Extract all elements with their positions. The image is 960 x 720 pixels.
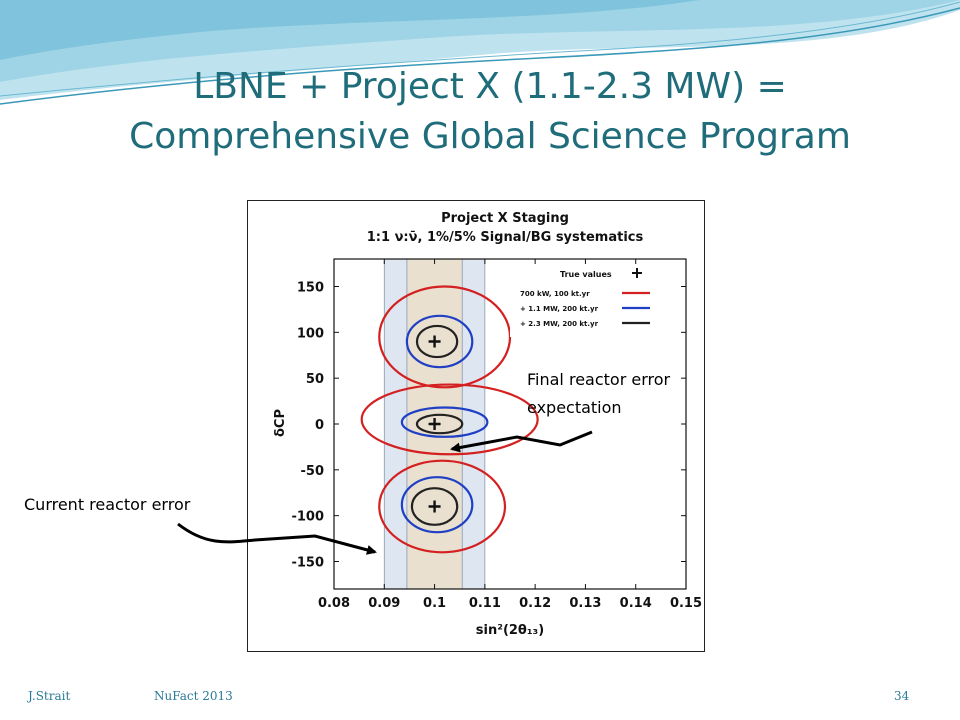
final-reactor-error-line1: Final reactor error <box>527 370 671 389</box>
final-reactor-error-annotation: Final reactor error expectation <box>527 366 670 422</box>
footer-author: J.Strait <box>28 689 71 703</box>
contour-8 <box>410 487 459 526</box>
x-tick-label: 0.12 <box>519 596 551 611</box>
x-tick-label: 0.15 <box>670 596 702 611</box>
contour-5 <box>415 413 464 435</box>
contour-2 <box>415 324 459 359</box>
contour-1 <box>405 314 474 369</box>
contour-6 <box>378 459 507 554</box>
legend-header: True values <box>560 270 612 279</box>
header-wave-decoration <box>0 0 960 105</box>
current-reactor-error-annotation: Current reactor error <box>24 495 191 514</box>
y-tick-label: 0 <box>315 418 324 433</box>
chart-title-line2: 1:1 ν:ν̄, 1%/5% Signal/BG systematics <box>367 230 644 245</box>
legend-label-0: 700 kW, 100 kt.yr <box>520 290 590 298</box>
true-value-marker-2 <box>428 500 441 513</box>
x-axis-label: sin²(2θ₁₃) <box>476 623 544 638</box>
y-tick-label: -100 <box>291 510 324 525</box>
y-tick-label: -150 <box>291 556 324 571</box>
contour-7 <box>400 476 474 534</box>
x-tick-label: 0.08 <box>318 596 350 611</box>
footer-event: NuFact 2013 <box>154 689 233 703</box>
legend-label-2: + 2.3 MW, 200 kt.yr <box>520 320 599 328</box>
slide-title-line1: LBNE + Project X (1.1-2.3 MW) = <box>193 66 787 107</box>
y-tick-label: 100 <box>297 326 324 341</box>
y-tick-label: -50 <box>301 464 325 479</box>
x-tick-label: 0.13 <box>569 596 601 611</box>
final-reactor-error-arrow <box>450 430 593 453</box>
legend-label-1: + 1.1 MW, 200 kt.yr <box>520 305 599 313</box>
y-tick-label: 50 <box>306 372 324 387</box>
x-tick-label: 0.11 <box>469 596 501 611</box>
y-axis-label: δCP <box>273 409 288 437</box>
x-tick-label: 0.14 <box>620 596 652 611</box>
legend-box <box>510 265 680 337</box>
legend-true-value-marker <box>632 268 642 278</box>
true-value-marker-1 <box>428 418 441 430</box>
contour-plot: Project X Staging 1:1 ν:ν̄, 1%/5% Signal… <box>273 211 702 638</box>
chart-figure: Project X Staging 1:1 ν:ν̄, 1%/5% Signal… <box>247 200 705 652</box>
chart-title-line1: Project X Staging <box>441 211 569 226</box>
x-tick-label: 0.09 <box>368 596 400 611</box>
y-tick-label: 150 <box>297 281 324 296</box>
slide-title: LBNE + Project X (1.1-2.3 MW) = Comprehe… <box>60 62 920 162</box>
slide-title-line2: Comprehensive Global Science Program <box>129 116 851 157</box>
contour-4 <box>400 406 489 438</box>
current-reactor-error-arrow <box>177 522 377 555</box>
x-tick-label: 0.1 <box>423 596 446 611</box>
footer-page-number: 34 <box>894 689 910 703</box>
true-value-marker-0 <box>428 335 441 348</box>
contour-3 <box>360 383 539 456</box>
final-reactor-error-line2: expectation <box>527 398 622 417</box>
